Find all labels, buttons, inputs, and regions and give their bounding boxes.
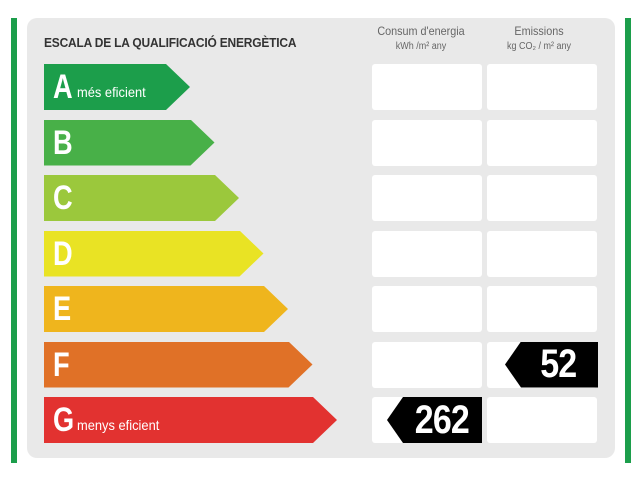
rating-row-f: F 52 (0, 341, 640, 388)
right-frame-bar (625, 18, 631, 463)
emissions-column-unit: kg CO₂ / m² any (506, 41, 572, 52)
consum-cell (372, 119, 482, 166)
emissions-cell (487, 286, 597, 332)
consum-cell (372, 286, 482, 332)
consum-cell (372, 230, 482, 277)
rating-arrow-b: B (44, 120, 215, 166)
rating-caption: més eficient (77, 84, 146, 100)
rating-letter: A (53, 68, 73, 106)
rating-row-b: B (0, 119, 640, 166)
consum-column-label: Consum d'energia (377, 24, 465, 38)
rating-arrow-d: D (44, 231, 264, 277)
consum-indicator-badge: 262 (387, 397, 482, 443)
emissions-value: 52 (540, 342, 577, 386)
rating-letter: C (53, 179, 73, 217)
consum-cell (372, 175, 482, 221)
rating-letter: G (53, 401, 75, 439)
emissions-cell (487, 119, 597, 166)
rating-letter: B (53, 123, 73, 162)
emissions-column-label: Emissions (514, 24, 564, 38)
consum-cell (372, 341, 482, 388)
emissions-column-header: Emissions kg CO₂ / m² any (486, 24, 592, 54)
rating-arrow-c: C (44, 175, 239, 221)
rating-caption: menys eficient (77, 417, 160, 433)
scale-title: ESCALA DE LA QUALIFICACIÓ ENERGÈTICA (44, 35, 297, 50)
rating-letter: D (53, 234, 73, 273)
consum-cell (372, 64, 482, 110)
emissions-cell (487, 230, 597, 277)
emissions-indicator-badge: 52 (505, 341, 598, 388)
rating-letter: F (53, 345, 70, 384)
rating-row-d: D (0, 230, 640, 277)
rating-letter: E (53, 290, 72, 328)
emissions-cell (487, 397, 597, 443)
rating-row-c: C (0, 175, 640, 221)
consum-column-header: Consum d'energia kWh /m² any (368, 24, 474, 54)
emissions-cell (487, 64, 597, 110)
consum-column-unit: kWh /m² any (395, 41, 447, 52)
consum-value: 262 (414, 397, 469, 442)
rating-arrow-f: F (44, 342, 313, 388)
rating-arrow-e: E (44, 286, 288, 332)
left-frame-bar (11, 18, 17, 463)
emissions-cell (487, 175, 597, 221)
rating-row-e: E (0, 286, 640, 332)
